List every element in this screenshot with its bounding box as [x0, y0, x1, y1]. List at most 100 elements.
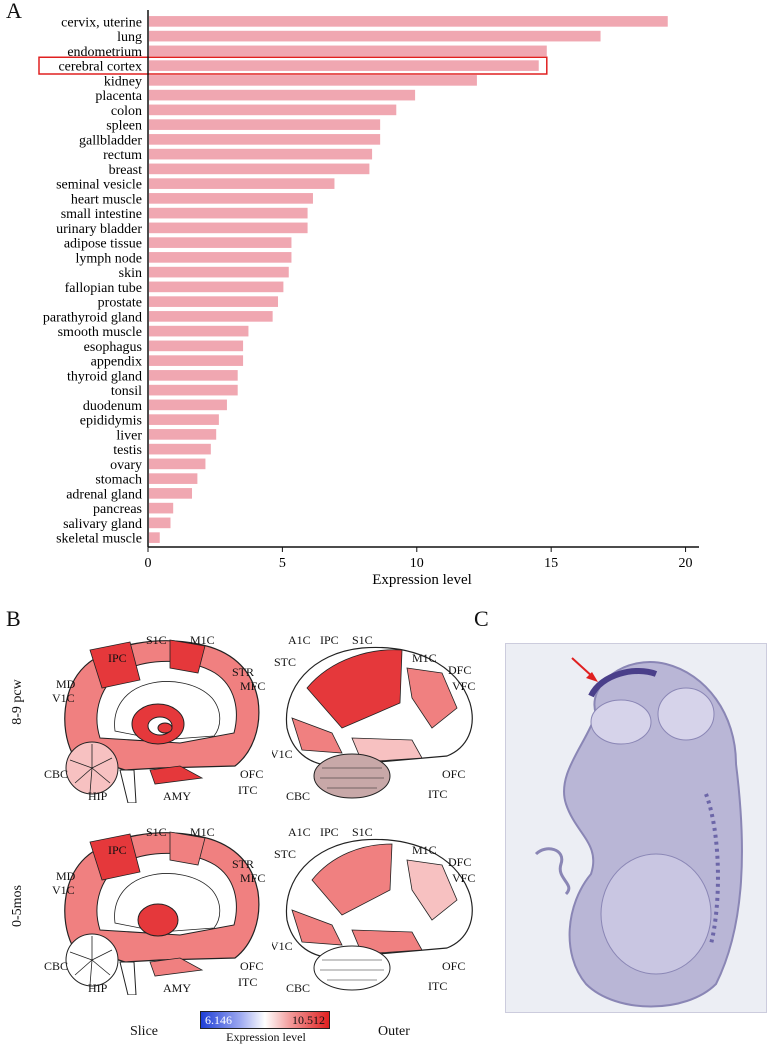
- embryo-ventricle: [590, 699, 652, 745]
- category-label: adrenal gland: [66, 487, 142, 502]
- outer-labels: A1C IPC S1C M1C STC DFC VFC V1C OFC CBC …: [272, 633, 475, 803]
- bar-esophagus: [149, 340, 244, 352]
- bar-skeletal-muscle: [149, 532, 160, 543]
- panel-a-label: A: [6, 0, 22, 23]
- category-label: adipose tissue: [64, 237, 142, 252]
- expression-colorbar: 6.146 10.512: [200, 1011, 330, 1029]
- category-label: heart muscle: [71, 192, 142, 207]
- category-label: prostate: [98, 296, 142, 311]
- label-cbc: CBC: [44, 959, 68, 973]
- bar-cerebral-cortex: [149, 60, 539, 71]
- bar-ovary: [149, 458, 206, 470]
- bar-salivary-gland: [149, 517, 171, 529]
- bar-endometrium: [149, 45, 547, 57]
- x-tick-label: 5: [279, 556, 286, 571]
- slice-brain-shape: [64, 831, 260, 995]
- brain-outer-0-5mos: A1C IPC S1C M1C STC DFC VFC V1C OFC CBC …: [272, 825, 475, 995]
- bar-skin: [149, 266, 289, 278]
- label-m1c: M1C: [190, 633, 215, 647]
- bar-lung: [149, 30, 601, 42]
- category-label: urinary bladder: [56, 222, 142, 237]
- category-label: tonsil: [111, 384, 142, 399]
- bar-gallbladder: [149, 134, 381, 145]
- label-ipc: IPC: [108, 843, 127, 857]
- label-itc: ITC: [238, 783, 257, 797]
- category-label: cervix, uterine: [61, 15, 142, 30]
- bar-appendix: [149, 355, 244, 366]
- outer-brain-shape: [285, 646, 473, 799]
- bar-testis: [149, 443, 211, 455]
- category-label: fallopian tube: [65, 281, 142, 296]
- x-tick-label: 15: [544, 556, 558, 571]
- bar-fallopian-tube: [149, 281, 284, 293]
- bar-urinary-bladder: [149, 222, 308, 234]
- bar-rectum: [149, 148, 373, 160]
- view-label-slice: Slice: [130, 1024, 158, 1039]
- category-label: placenta: [95, 89, 142, 104]
- row-label-pcw: 8-9 pcw: [10, 679, 25, 725]
- bar-cervix-uterine: [149, 16, 668, 27]
- category-label: pancreas: [93, 502, 142, 517]
- category-label: kidney: [104, 74, 142, 89]
- panel-c-label: C: [474, 606, 489, 631]
- label-v1c-outer: V1C: [272, 939, 293, 953]
- bar-tonsil: [149, 384, 238, 396]
- bar-breast: [149, 163, 370, 175]
- label-amy: AMY: [163, 789, 191, 803]
- row-label-mos: 0-5mos: [10, 885, 25, 927]
- label-a1c: A1C: [288, 825, 311, 839]
- x-tick-label: 0: [145, 556, 152, 571]
- label-v1c: V1C: [52, 691, 75, 705]
- bar-prostate: [149, 296, 279, 307]
- label-m1c-outer: M1C: [412, 651, 437, 665]
- label-itc: ITC: [238, 975, 257, 989]
- label-s1c-outer: S1C: [352, 825, 373, 839]
- embryo-liver: [600, 853, 712, 975]
- colorbar-max: 10.512: [292, 1013, 325, 1027]
- slice-brain-shape: [64, 639, 260, 803]
- brain-slice-8-9pcw: IPC S1C M1C STR MFC MD V1C OFC ITC CBC H…: [44, 633, 265, 803]
- category-label: small intestine: [61, 207, 142, 222]
- slice-labels: IPC S1C M1C STR MFC MD V1C OFC ITC CBC H…: [44, 825, 265, 995]
- label-ofc: OFC: [240, 767, 263, 781]
- label-stc: STC: [274, 655, 296, 669]
- bar-duodenum: [149, 399, 227, 411]
- category-label: parathyroid gland: [43, 310, 142, 325]
- label-hip: HIP: [88, 789, 108, 803]
- category-label: testis: [113, 443, 142, 458]
- bar-placenta: [149, 89, 416, 101]
- x-axis-title: Expression level: [372, 572, 472, 588]
- bar-adrenal-gland: [149, 488, 193, 499]
- label-a1c: A1C: [288, 633, 311, 647]
- category-label: seminal vesicle: [56, 178, 142, 193]
- category-label: salivary gland: [63, 517, 142, 532]
- brain-outer-8-9pcw: A1C IPC S1C M1C STC DFC VFC V1C OFC CBC …: [272, 633, 475, 803]
- label-md: MD: [56, 869, 76, 883]
- label-v1c-outer: V1C: [272, 747, 293, 761]
- outer-brain-shape: [285, 838, 473, 991]
- label-mfc: MFC: [240, 871, 265, 885]
- bar-heart-muscle: [149, 193, 313, 204]
- brain-slice-0-5mos: IPC S1C M1C STR MFC MD V1C OFC ITC CBC H…: [44, 825, 265, 995]
- category-label: liver: [116, 428, 142, 443]
- embryo-spine: [704, 793, 720, 945]
- category-label: smooth muscle: [58, 325, 142, 340]
- embryo-drawing: [534, 657, 743, 1008]
- label-vfc: VFC: [452, 871, 475, 885]
- label-cbc-outer: CBC: [286, 981, 310, 995]
- label-s1c-outer: S1C: [352, 633, 373, 647]
- label-str: STR: [232, 665, 254, 679]
- label-itc-outer: ITC: [428, 787, 447, 801]
- label-cbc: CBC: [44, 767, 68, 781]
- bar-small-intestine: [149, 207, 308, 219]
- label-mfc: MFC: [240, 679, 265, 693]
- label-m1c: M1C: [190, 825, 215, 839]
- label-hip: HIP: [88, 981, 108, 995]
- highlight-box: [38, 56, 548, 75]
- colorbar-title: Expression level: [226, 1030, 306, 1044]
- view-label-outer: Outer: [378, 1024, 410, 1039]
- bar-epididymis: [149, 414, 219, 425]
- label-stc: STC: [274, 847, 296, 861]
- bar-seminal-vesicle: [149, 178, 335, 189]
